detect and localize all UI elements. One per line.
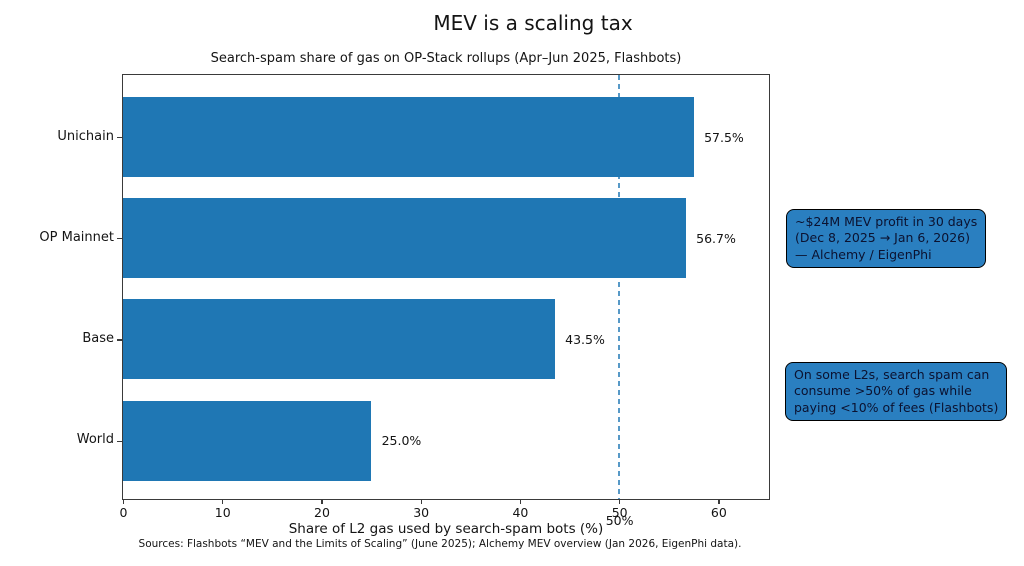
- x-tick-10: [222, 500, 224, 504]
- bar-world: [123, 400, 372, 481]
- category-label-base: Base: [82, 330, 114, 346]
- x-tick-50: [619, 500, 621, 504]
- value-label-base: 43.5%: [565, 331, 605, 347]
- y-tick-world: [117, 440, 122, 442]
- value-label-unichain: 57.5%: [704, 129, 744, 145]
- reference-line-50pct: [618, 75, 620, 499]
- value-label-op-mainnet: 56.7%: [696, 230, 736, 246]
- value-label-world: 25.0%: [381, 433, 422, 449]
- x-tick-label-50: 50: [611, 505, 628, 520]
- annotation-mev-profit: ~$24M MEV profit in 30 days (Dec 8, 2025…: [786, 209, 987, 268]
- x-axis-label: Share of L2 gas used by search-spam bots…: [288, 521, 604, 537]
- annotation-flashbots-spam: On some L2s, search spam can consume >50…: [785, 362, 1008, 421]
- reference-line-label: 50%: [605, 513, 634, 528]
- category-label-unichain: Unichain: [57, 128, 114, 144]
- x-tick-60: [718, 500, 720, 504]
- x-tick-40: [519, 500, 522, 504]
- y-tick-op-mainnet: [117, 238, 122, 240]
- x-tick-label-0: 0: [119, 505, 128, 520]
- source-note: Sources: Flashbots “MEV and the Limits o…: [138, 538, 742, 550]
- y-tick-base: [117, 339, 122, 341]
- x-tick-0: [122, 500, 125, 504]
- x-tick-label-10: 10: [214, 505, 231, 520]
- x-tick-label-30: 30: [413, 505, 430, 520]
- chart-title: MEV is a scaling tax: [433, 11, 633, 35]
- plot-area: [122, 74, 770, 500]
- bar-base: [123, 299, 555, 380]
- category-label-world: World: [76, 432, 114, 448]
- y-tick-unichain: [117, 136, 122, 139]
- x-tick-label-20: 20: [314, 505, 330, 520]
- bar-op-mainnet: [123, 198, 686, 279]
- category-label-op-mainnet: OP Mainnet: [39, 229, 114, 245]
- x-tick-30: [420, 500, 422, 504]
- bar-unichain: [123, 97, 694, 177]
- chart-subtitle: Search-spam share of gas on OP-Stack rol…: [210, 51, 682, 66]
- x-tick-label-60: 60: [710, 505, 727, 520]
- x-tick-20: [321, 500, 323, 504]
- x-tick-label-40: 40: [512, 505, 529, 520]
